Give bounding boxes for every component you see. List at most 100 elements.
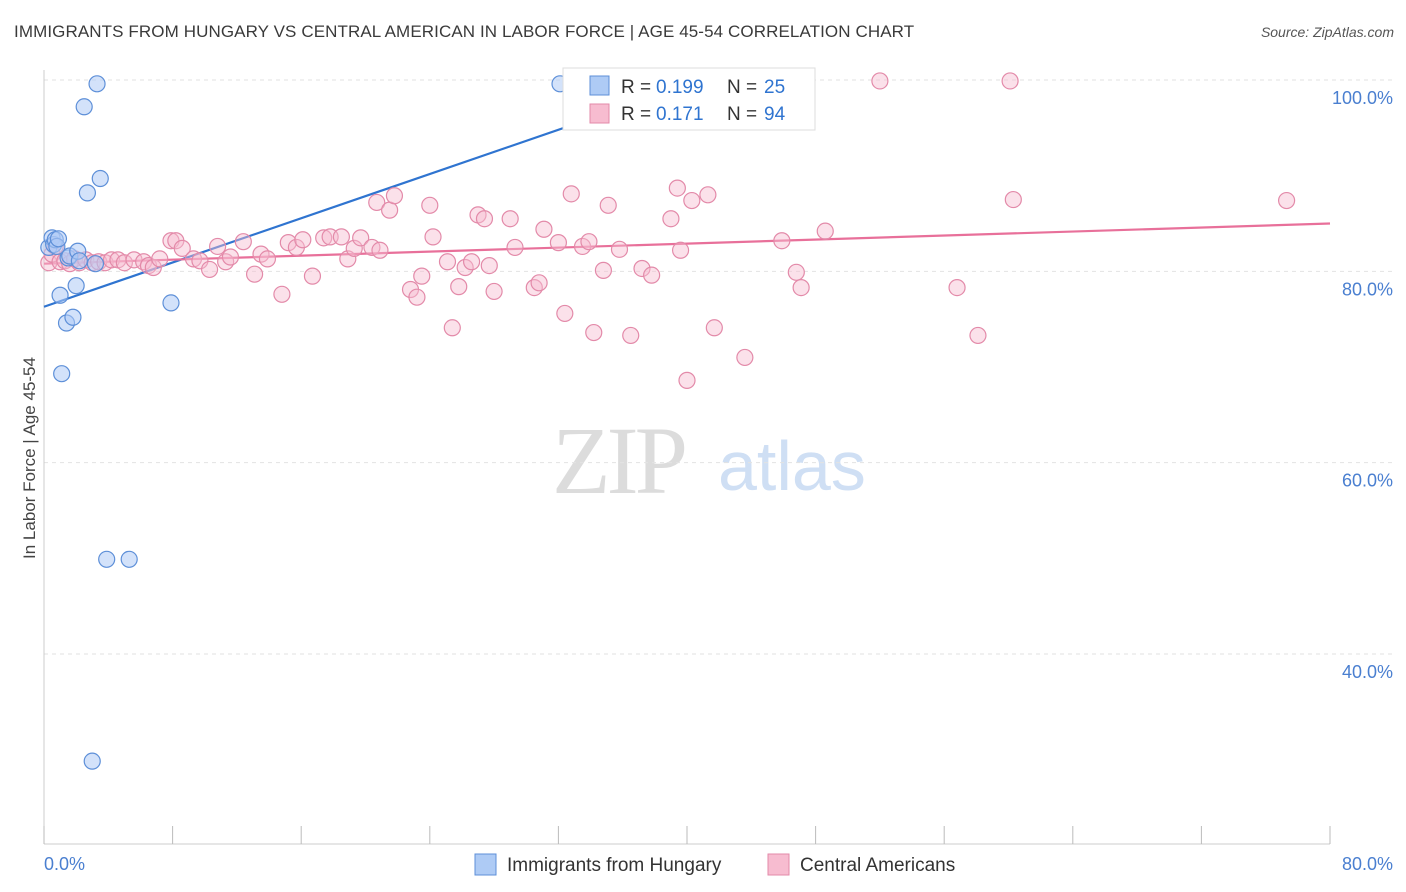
central-americans-point [217,253,235,271]
central-americans-point [443,319,461,337]
central-americans-point [385,187,404,205]
central-americans-point [475,210,494,228]
central-americans-point [1277,191,1296,210]
y-tick-label: 80.0% [1342,279,1393,299]
central-americans-point [450,278,468,296]
central-americans-point [610,240,629,258]
central-americans-point [221,248,240,266]
y-tick-label: 40.0% [1342,662,1393,682]
central-americans-trend-line [43,222,1331,265]
y-axis-label: In Labor Force | Age 45-54 [20,357,39,559]
central-americans-point [173,239,191,257]
central-americans-point [969,326,987,345]
legend-label-central-americans: Central Americans [800,855,955,876]
central-americans-point [345,239,363,257]
y-tick-label: 60.0% [1342,471,1393,491]
hungary-point [98,550,116,568]
central-americans-point [668,179,686,197]
central-americans-point [705,319,723,337]
central-americans-point [948,278,966,297]
central-americans-point [792,278,810,297]
stats-n-label-central-americans: N = [727,104,757,125]
stats-swatch-central-americans [589,103,610,124]
stats-n-label-hungary: N = [727,77,757,98]
stats-n-value-central-americans: 94 [764,104,786,125]
central-americans-point [413,267,431,285]
central-americans-point [662,210,680,228]
chart-title: IMMIGRANTS FROM HUNGARY VS CENTRAL AMERI… [14,22,915,41]
central-americans-point [462,253,481,271]
hungary-point [75,98,93,116]
y-tick-label: 100.0% [1332,88,1393,108]
central-americans-point [303,267,322,285]
central-americans-point [234,233,252,251]
data-points [40,72,1296,770]
central-americans-point [580,233,598,251]
central-americans-point [352,229,370,247]
central-americans-point [191,252,209,270]
central-americans-point [315,229,333,247]
central-americans-point [456,258,474,277]
hungary-point [78,184,97,202]
central-americans-point [151,250,169,268]
watermark-atlas: atlas [718,427,866,505]
hungary-point [49,230,68,248]
stats-swatch-hungary [589,75,610,96]
central-americans-point [622,326,640,345]
central-americans-point [273,285,291,303]
central-americans-point [245,265,264,283]
hungary-point [162,294,180,312]
central-americans-point [258,250,277,268]
central-americans-point [1004,190,1022,209]
central-americans-point [115,254,133,272]
central-americans-point [438,253,457,271]
central-americans-point [773,232,791,250]
central-americans-point [549,234,568,252]
central-americans-point [279,234,297,252]
central-americans-point [381,201,399,219]
hungary-point [70,252,88,270]
central-americans-point [371,241,389,259]
stats-r-label-central-americans: R = [621,104,651,125]
central-americans-point [535,220,553,238]
central-americans-point [294,231,312,249]
legend-swatch-hungary [474,853,497,876]
hungary-point [120,550,138,568]
hungary-point [64,308,82,326]
hungary-point [51,286,69,304]
central-americans-point [421,196,439,214]
hungary-point [88,75,106,93]
central-americans-point [200,260,219,279]
legend-swatch-central-americans [767,853,790,876]
central-americans-point [102,251,121,269]
central-americans-point [683,191,701,210]
central-americans-point [525,278,543,297]
central-americans-point [332,228,350,246]
central-americans-point [424,228,442,246]
central-americans-point [209,237,227,256]
central-americans-point [816,222,834,240]
central-americans-point [599,196,617,214]
central-americans-point [871,72,889,90]
central-americans-point [1001,72,1019,90]
x-tick-label: 0.0% [44,854,85,874]
central-americans-point [339,250,357,268]
central-americans-point [678,371,696,389]
central-americans-point [144,258,162,277]
central-americans-point [787,263,805,281]
central-americans-point [671,241,690,259]
central-americans-point [485,282,503,301]
central-americans-point [368,193,386,212]
stats-r-value-central-americans: 0.171 [656,104,704,125]
stats-legend: R = 0.199 N = 25 R = 0.171 N = 94 [562,67,816,131]
central-americans-point [501,210,519,228]
legend-label-hungary: Immigrants from Hungary [507,855,722,876]
bottom-legend: Immigrants from Hungary Central American… [474,853,955,876]
central-americans-point [562,185,580,203]
watermark-zip: ZIP [552,407,685,514]
hungary-point [91,169,109,188]
central-americans-point [633,259,651,278]
central-americans-point [585,323,603,342]
central-americans-point [506,238,524,257]
